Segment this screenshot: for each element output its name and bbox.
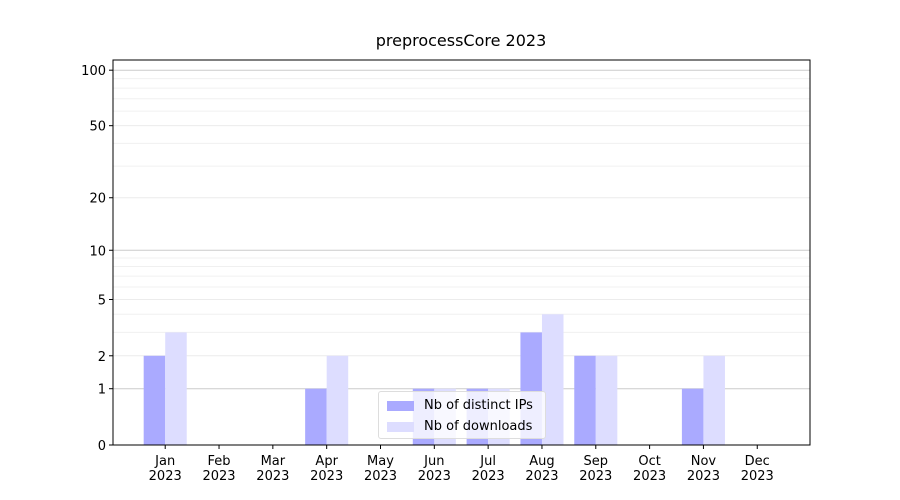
bar	[595, 355, 618, 445]
y-tick-label: 1	[98, 383, 106, 398]
y-tick-label: 20	[89, 192, 106, 207]
legend: Nb of distinct IPs Nb of downloads	[378, 391, 546, 439]
legend-label: Nb of distinct IPs	[424, 398, 533, 413]
y-tick-label: 50	[89, 120, 106, 135]
legend-swatch	[387, 400, 414, 411]
y-tick-label: 5	[98, 293, 106, 308]
bar	[541, 314, 564, 445]
x-tick-label: Jan 2023	[148, 454, 182, 484]
y-tick-label: 10	[89, 244, 106, 259]
y-tick-label: 0	[98, 439, 106, 454]
y-tick-label: 2	[98, 350, 106, 365]
x-tick-label: Nov 2023	[686, 454, 720, 484]
y-tick-label: 100	[81, 64, 106, 79]
bar	[165, 332, 187, 445]
x-tick-label: Jul 2023	[471, 454, 505, 484]
x-tick-label: Dec 2023	[740, 454, 774, 484]
legend-entry: Nb of distinct IPs	[387, 398, 533, 414]
x-tick-label: Oct 2023	[633, 454, 667, 484]
x-tick-label: Mar 2023	[256, 454, 290, 484]
x-tick-label: Apr 2023	[310, 454, 344, 484]
bar	[681, 388, 704, 445]
chart-title: preprocessCore 2023	[376, 31, 547, 50]
bar	[305, 388, 327, 445]
legend-label: Nb of downloads	[424, 419, 533, 434]
x-tick-label: Sep 2023	[579, 454, 613, 484]
bar	[326, 355, 349, 445]
plot-frame	[112, 59, 811, 446]
x-tick-label: Aug 2023	[525, 454, 559, 484]
x-tick-label: May 2023	[363, 454, 398, 484]
x-tick-label: Feb 2023	[202, 454, 236, 484]
bar	[574, 355, 596, 445]
legend-entry: Nb of downloads	[387, 419, 532, 435]
x-tick-label: Jun 2023	[417, 454, 451, 484]
legend-swatch	[387, 421, 414, 432]
bar	[703, 355, 725, 445]
bar	[143, 355, 166, 445]
